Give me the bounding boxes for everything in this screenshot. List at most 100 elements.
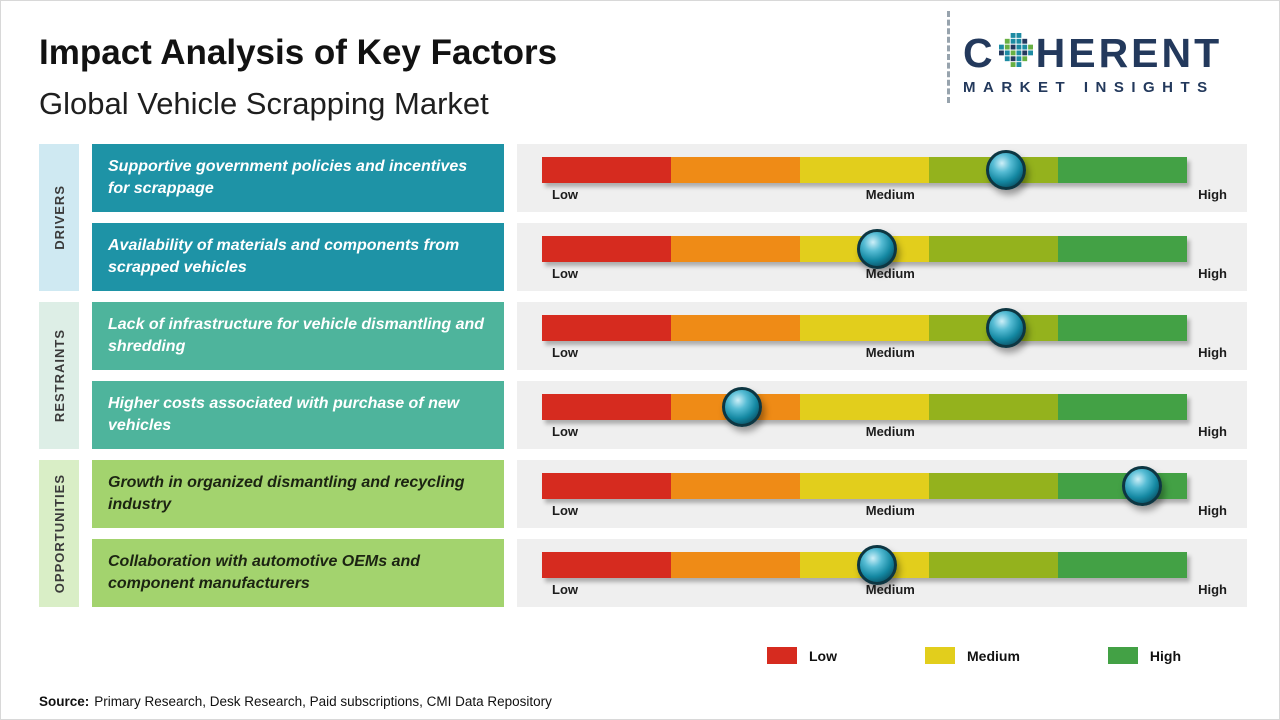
sidebar-category-opportunities: OPPORTUNITIES [39, 460, 79, 607]
bar-segment-medium-high [929, 236, 1058, 262]
impact-bar-panel: Low Medium High [517, 223, 1247, 291]
legend-swatch-medium [925, 647, 955, 664]
legend-label-medium: Medium [967, 647, 1020, 664]
bar-segment-low [542, 315, 671, 341]
scale-labels: Low Medium High [542, 187, 1227, 205]
page-subtitle: Global Vehicle Scrapping Market [39, 86, 489, 121]
sidebar-category-drivers: DRIVERS [39, 144, 79, 291]
scale-label-high: High [1198, 582, 1227, 597]
logo-tagline: MARKET INSIGHTS [963, 79, 1215, 96]
scale-labels: Low Medium High [542, 266, 1227, 284]
impact-bar-panel: Low Medium High [517, 539, 1247, 607]
legend-item-medium: Medium [925, 647, 1020, 664]
bar-segment-medium [800, 315, 929, 341]
bar-segment-medium [800, 157, 929, 183]
legend-item-low: Low [767, 647, 837, 664]
globe-icon [998, 33, 1033, 74]
scale-label-medium: Medium [865, 424, 915, 439]
scale-label-medium: Medium [865, 582, 915, 597]
factor-box: Higher costs associated with purchase of… [92, 381, 504, 449]
factor-text: Higher costs associated with purchase of… [108, 395, 460, 434]
scale-label-medium: Medium [865, 503, 915, 518]
scale-labels: Low Medium High [542, 582, 1227, 600]
category-label: RESTRAINTS [51, 328, 67, 423]
impact-marker [986, 150, 1027, 190]
scale-label-low: Low [552, 187, 578, 202]
logo-word-end: HERENT [1035, 30, 1223, 76]
scale-label-high: High [1198, 424, 1227, 439]
impact-bar [542, 150, 1187, 190]
impact-bar [542, 308, 1187, 348]
factor-text: Supportive government policies and incen… [108, 158, 468, 197]
bar-segment-medium [800, 473, 929, 499]
legend-item-high: High [1107, 647, 1181, 664]
scale-label-low: Low [552, 424, 578, 439]
bar-segment-high [1058, 236, 1187, 262]
impact-bar [542, 545, 1187, 585]
bar-segment-low [542, 157, 671, 183]
bar-segment-high [1058, 315, 1187, 341]
scale-label-low: Low [552, 503, 578, 518]
bar-segment-low-medium [671, 236, 800, 262]
scale-labels: Low Medium High [542, 424, 1227, 442]
impact-matrix: DRIVERS RESTRAINTS OPPORTUNITIES Support… [39, 144, 1247, 607]
scale-label-medium: Medium [865, 266, 915, 281]
category-label: DRIVERS [51, 185, 67, 250]
source-label: Source: [39, 694, 90, 709]
bar-segment-medium [800, 394, 929, 420]
legend-swatch-low [767, 647, 797, 664]
impact-marker [986, 308, 1027, 348]
scale-label-high: High [1198, 503, 1227, 518]
factor-text: Collaboration with automotive OEMs and c… [108, 553, 421, 592]
factor-box: Growth in organized dismantling and recy… [92, 460, 504, 528]
scale-label-high: High [1198, 266, 1227, 281]
coherent-logo: C HERENT MARKET INSIGHTS [963, 33, 1222, 97]
impact-bar [542, 229, 1187, 269]
factor-box: Supportive government policies and incen… [92, 144, 504, 212]
impact-marker [857, 545, 898, 585]
logo-word-start: C [963, 30, 996, 76]
bar-segment-low [542, 473, 671, 499]
bar-segment-high [1058, 552, 1187, 578]
impact-marker [857, 229, 898, 269]
factor-text: Growth in organized dismantling and recy… [108, 474, 465, 513]
scale-label-low: Low [552, 266, 578, 281]
bar-segment-high [1058, 157, 1187, 183]
page-title: Impact Analysis of Key Factors [39, 33, 558, 72]
impact-bar-panel: Low Medium High [517, 381, 1247, 449]
factor-box: Collaboration with automotive OEMs and c… [92, 539, 504, 607]
source-text: Primary Research, Desk Research, Paid su… [94, 694, 552, 709]
impact-marker [1121, 466, 1162, 506]
impact-bar-panel: Low Medium High [517, 460, 1247, 528]
scale-labels: Low Medium High [542, 345, 1227, 363]
bar-segment-high [1058, 394, 1187, 420]
scale-label-medium: Medium [865, 187, 915, 202]
bar-segment-low-medium [671, 473, 800, 499]
bar-segment-medium-high [929, 394, 1058, 420]
factor-text: Lack of infrastructure for vehicle disma… [108, 316, 485, 355]
bar-segment-low-medium [671, 315, 800, 341]
bar-segment-medium-high [929, 552, 1058, 578]
logo-wordmark: C HERENT [963, 33, 1222, 74]
factor-box: Availability of materials and components… [92, 223, 504, 291]
impact-bar [542, 466, 1187, 506]
scale-label-low: Low [552, 345, 578, 360]
bar-segment-low [542, 552, 671, 578]
dashed-divider [947, 11, 950, 103]
legend-swatch-high [1107, 647, 1138, 664]
factor-text: Availability of materials and components… [108, 237, 460, 276]
scale-labels: Low Medium High [542, 503, 1227, 521]
bar-segment-low [542, 236, 671, 262]
bar-segment-medium-high [929, 473, 1058, 499]
source-line: Source: Primary Research, Desk Research, … [39, 694, 552, 709]
impact-bar-panel: Low Medium High [517, 302, 1247, 370]
bar-segment-low-medium [671, 157, 800, 183]
sidebar-category-restraints: RESTRAINTS [39, 302, 79, 449]
scale-label-medium: Medium [865, 345, 915, 360]
impact-marker [721, 387, 762, 427]
scale-label-high: High [1198, 345, 1227, 360]
bar-segment-low-medium [671, 552, 800, 578]
legend-label-high: High [1149, 647, 1181, 664]
impact-bar [542, 387, 1187, 427]
